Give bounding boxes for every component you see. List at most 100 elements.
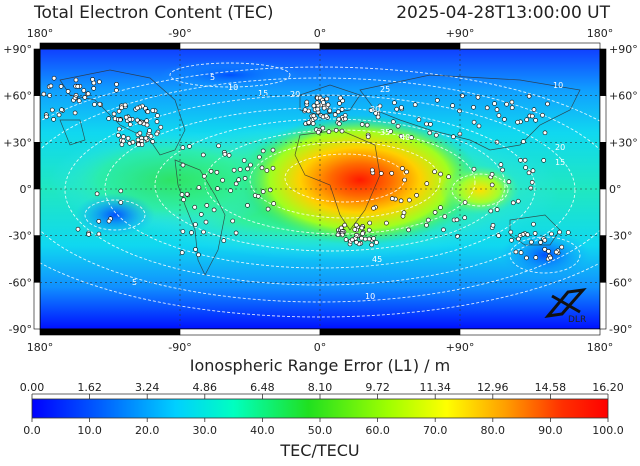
y-tick-label: -30° [609,230,632,243]
colorbar-tick-label: 40.0 [250,424,275,437]
station-marker [181,197,186,202]
colorbar-tick-label: 60.0 [365,424,390,437]
station-marker [86,232,91,237]
coastline [359,74,581,151]
station-marker [367,220,373,226]
station-marker [500,167,505,173]
map-frame [33,42,607,336]
x-tick-label: 180° [27,27,54,40]
station-marker [510,200,516,206]
station-marker [230,218,235,224]
station-marker [96,231,102,237]
station-marker [148,134,154,139]
station-marker [359,122,365,127]
station-marker [73,77,79,83]
station-marker [354,240,359,245]
range-tick-label: 9.72 [365,381,390,394]
station-marker [392,100,397,105]
range-tick-label: 12.96 [477,381,509,394]
station-marker [352,227,358,232]
y-ticks-left: +90° +60° +30° 0° -30° -60° -90° [3,43,32,336]
station-marker [221,238,227,243]
station-marker [375,114,381,120]
station-marker [533,255,539,260]
station-marker [354,233,359,238]
station-marker [394,106,400,112]
station-marker [374,240,379,245]
station-marker [137,120,143,126]
station-marker [524,117,530,122]
y-tick-label: +90° [609,43,638,56]
station-marker [542,247,548,252]
border-band-left [33,282,41,330]
y-tick-label: +90° [3,43,32,56]
station-marker [302,107,308,112]
station-marker [409,135,414,140]
station-marker [214,170,220,175]
station-marker [433,132,439,138]
station-marker [406,227,411,233]
station-marker [398,198,404,204]
station-marker [119,105,124,110]
station-marker [106,116,111,121]
border-band-bottom [179,328,321,336]
station-marker [51,117,56,122]
station-marker [515,198,521,204]
station-marker [518,250,524,255]
station-marker [362,236,368,242]
border-band-right [599,95,607,143]
station-marker [343,237,349,242]
station-marker [404,169,409,175]
station-marker [114,82,119,87]
station-marker [143,135,149,141]
colorbar-tick-label: 70.0 [423,424,448,437]
contour-label: 10 [365,292,375,301]
x-tick-label: 0° [314,341,327,354]
contour-label: 25 [380,85,390,94]
station-marker [371,205,376,211]
coastline [509,214,561,246]
station-marker [233,230,239,236]
station-marker [81,88,87,93]
station-marker [454,217,460,223]
station-marker [522,157,528,163]
station-marker [304,99,310,105]
station-marker [366,227,372,233]
station-marker [193,247,198,252]
station-marker [179,192,185,197]
x-tick-label: -90° [168,341,191,354]
station-marker [242,176,248,181]
station-marker [245,166,250,172]
station-marker [75,84,80,89]
chart-title: Total Electron Content (TEC) [34,3,274,23]
station-marker [123,114,129,120]
station-marker [125,135,131,141]
station-marker [184,191,190,197]
station-marker [336,121,342,127]
station-marker [314,100,320,105]
station-marker [368,108,374,113]
station-marker [82,95,88,100]
station-marker [76,98,82,103]
station-marker [48,83,54,89]
border-band-right [599,235,607,283]
y-tick-label: -30° [9,230,32,243]
station-marker [216,143,221,149]
station-marker [91,86,96,91]
station-marker [58,84,64,89]
tec-peak [240,115,480,245]
contour-label: 35 [380,128,390,137]
station-marker [96,219,102,224]
station-marker [154,119,160,124]
station-marker [137,130,143,136]
station-marker [255,194,261,199]
station-marker [150,139,155,144]
station-marker [336,116,342,122]
station-marker [446,174,451,179]
station-marker [118,117,123,123]
y-tick-label: -90° [609,323,632,336]
station-marker [471,105,476,110]
station-marker [532,231,538,236]
station-marker [531,221,536,227]
station-marker [127,117,133,122]
